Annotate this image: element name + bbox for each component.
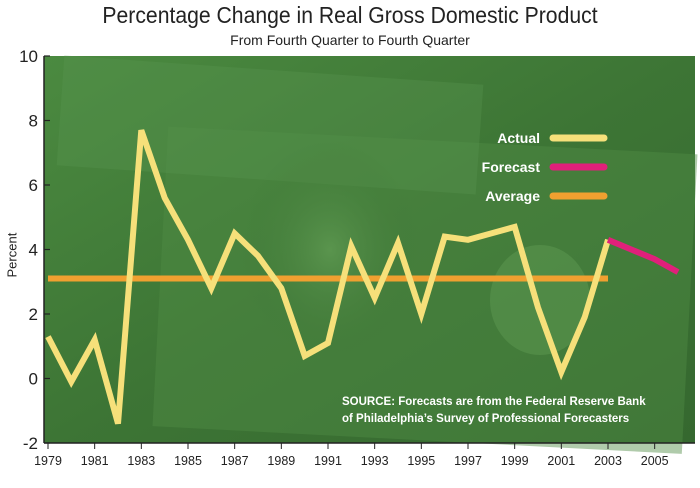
x-tick-label: 2003: [594, 454, 622, 468]
x-tick-label: 1981: [81, 454, 109, 468]
y-tick-label: 2: [29, 305, 38, 324]
series-forecast-line: [606, 237, 680, 275]
x-tick-label: 1991: [314, 454, 342, 468]
source-text-line: of Philadelphia’s Survey of Professional…: [342, 413, 629, 425]
x-tick-label: 1989: [267, 454, 295, 468]
x-tick-label: 1999: [501, 454, 529, 468]
x-tick-label: 1979: [34, 454, 62, 468]
x-tick-label: 2001: [547, 454, 575, 468]
x-tick-label: 1997: [454, 454, 482, 468]
legend-label-actual: Actual: [497, 130, 540, 146]
y-tick-label: 8: [29, 112, 38, 131]
source-text-line: SOURCE: Forecasts are from the Federal R…: [342, 396, 646, 408]
y-tick-label: 4: [29, 241, 38, 260]
legend-label-average: Average: [485, 188, 540, 204]
x-tick-label: 1987: [221, 454, 249, 468]
y-tick-label: 10: [19, 47, 38, 66]
series-layer: [45, 129, 680, 425]
source-annotation: SOURCE: Forecasts are from the Federal R…: [342, 396, 646, 425]
y-tick-label: 0: [29, 370, 38, 389]
plot-background: [44, 55, 698, 454]
x-tick-label: 1983: [127, 454, 155, 468]
axes: -2 0 2 4 6 8 10 1979 1981 1983 1985 1987 1989 1991 199…: [19, 47, 695, 468]
x-tick-label: 1985: [174, 454, 202, 468]
y-tick-label: -2: [23, 434, 38, 453]
chart-subtitle: From Fourth Quarter to Fourth Quarter: [230, 32, 470, 48]
chart-title: Percentage Change in Real Gross Domestic…: [102, 2, 598, 28]
y-tick-label: 6: [29, 176, 38, 195]
x-tick-label: 1995: [407, 454, 435, 468]
legend-label-forecast: Forecast: [482, 159, 541, 175]
legend: Actual Forecast Average: [482, 130, 608, 204]
x-tick-label: 1993: [361, 454, 389, 468]
x-tick-label: 2005: [641, 454, 669, 468]
seal-shape: [490, 245, 590, 355]
